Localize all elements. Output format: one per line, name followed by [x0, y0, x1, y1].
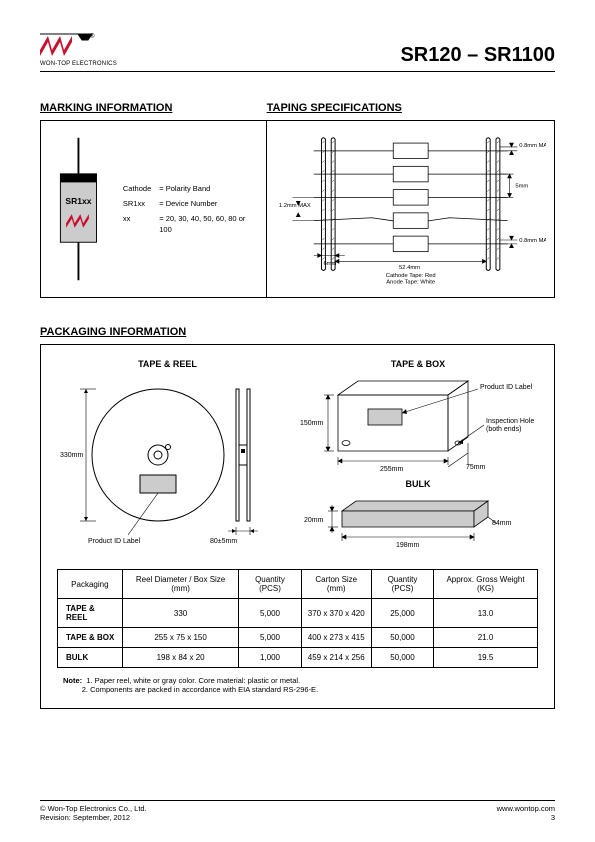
- td: 459 x 214 x 256: [301, 648, 371, 668]
- dim-box-depth: 75mm: [466, 464, 486, 471]
- top-section: MARKING INFORMATION SR1xx Cathode=: [40, 102, 555, 298]
- dim-reel-width: 80±5mm: [210, 538, 237, 545]
- dim-reel-diameter: 330mm: [60, 452, 84, 459]
- table-row: BULK 198 x 84 x 20 1,000 459 x 214 x 256…: [58, 648, 538, 668]
- taping-panel: 0.8mm MAX 5mm 1.2mm MAX: [267, 120, 555, 298]
- legend-val: = 20, 30, 40, 50, 60, 80 or 100: [156, 212, 255, 237]
- packaging-table: Packaging Reel Diameter / Box Size (mm) …: [57, 569, 538, 668]
- td: 50,000: [371, 628, 433, 648]
- td: 1,000: [239, 648, 301, 668]
- note-line-1: 1. Paper reel, white or gray color. Core…: [86, 676, 300, 685]
- th-weight: Approx. Gross Weight (KG): [433, 570, 537, 599]
- box-bulk-block: TAPE & BOX: [298, 359, 538, 555]
- taping-diagram-icon: 0.8mm MAX 5mm 1.2mm MAX: [275, 131, 546, 286]
- legend-key: xx: [120, 212, 154, 237]
- company-name: WON-TOP ELECTRONICS: [40, 61, 117, 67]
- dim-bow: 1.2mm MAX: [278, 203, 310, 209]
- dim-bulk-depth: 84mm: [492, 520, 512, 527]
- dim-bottom-gap: 0.8mm MAX: [519, 238, 546, 244]
- footer-left: © Won-Top Electronics Co., Ltd. Revision…: [40, 804, 147, 822]
- th-qty1: Quantity (PCS): [239, 570, 301, 599]
- dim-pitch: 5mm: [515, 184, 528, 190]
- company-logo-icon: ®: [40, 30, 96, 60]
- dim-bulk-height: 20mm: [304, 517, 324, 524]
- tape-reel-title: TAPE & REEL: [57, 359, 278, 369]
- reg-mark: ®: [90, 33, 95, 40]
- dim-top-gap: 0.8mm MAX: [519, 143, 546, 149]
- revision: Revision: September, 2012: [40, 813, 147, 822]
- bulk-diagram-icon: 20mm 198mm 84mm: [298, 495, 538, 553]
- packaging-section-title: PACKAGING INFORMATION: [40, 326, 555, 338]
- page-number: 3: [497, 813, 555, 822]
- td: 13.0: [433, 599, 537, 628]
- note-line-2: 2. Components are packed in accordance w…: [82, 685, 318, 694]
- legend-key: Cathode: [120, 182, 154, 195]
- legend-key: SR1xx: [120, 197, 154, 210]
- reel-diagram-icon: 330mm Product ID Label 80±5mm: [58, 375, 278, 545]
- td: 19.5: [433, 648, 537, 668]
- dim-bulk-width: 198mm: [396, 542, 420, 549]
- copyright: © Won-Top Electronics Co., Ltd.: [40, 804, 147, 813]
- marking-panel: SR1xx Cathode= Polarity Band SR1xx= Devi…: [40, 120, 267, 298]
- table-row: TAPE & REEL 330 5,000 370 x 370 x 420 25…: [58, 599, 538, 628]
- packaging-note: Note: 1. Paper reel, white or gray color…: [57, 676, 538, 694]
- th-packaging: Packaging: [58, 570, 123, 599]
- td: 370 x 370 x 420: [301, 599, 371, 628]
- box-inspection-label: Inspection Hole(both ends): [486, 418, 534, 433]
- legend-val: = Device Number: [156, 197, 255, 210]
- page-header: ® WON-TOP ELECTRONICS SR120 – SR1100: [40, 30, 555, 72]
- td: TAPE & BOX: [58, 628, 123, 648]
- page-title: SR120 – SR1100: [400, 44, 555, 67]
- tape-box-title: TAPE & BOX: [298, 359, 538, 369]
- dim-box-width: 255mm: [380, 466, 404, 473]
- logo-block: ® WON-TOP ELECTRONICS: [40, 30, 117, 67]
- dim-box-height: 150mm: [300, 420, 324, 427]
- footer-right: www.wontop.com 3: [497, 804, 555, 822]
- tape-note: Cathode Tape: RedAnode Tape: White: [385, 273, 435, 286]
- marking-legend-table: Cathode= Polarity Band SR1xx= Device Num…: [118, 180, 258, 239]
- td: 5,000: [239, 599, 301, 628]
- dim-width: 52.4mm: [399, 265, 420, 271]
- taping-section-title: TAPING SPECIFICATIONS: [267, 102, 555, 114]
- packaging-panel: TAPE & REEL: [40, 344, 555, 709]
- td: BULK: [58, 648, 123, 668]
- td: 255 x 75 x 150: [122, 628, 239, 648]
- td: 21.0: [433, 628, 537, 648]
- td: 198 x 84 x 20: [122, 648, 239, 668]
- bulk-title: BULK: [298, 479, 538, 489]
- reel-id-label: Product ID Label: [88, 538, 141, 545]
- th-carton: Carton Size (mm): [301, 570, 371, 599]
- note-label: Note:: [63, 676, 82, 685]
- dim-lead: 6mm: [323, 261, 336, 267]
- diode-marking-icon: SR1xx: [49, 134, 108, 284]
- td: 5,000: [239, 628, 301, 648]
- marking-section-title: MARKING INFORMATION: [40, 102, 267, 114]
- td: TAPE & REEL: [58, 599, 123, 628]
- legend-val: = Polarity Band: [156, 182, 255, 195]
- td: 25,000: [371, 599, 433, 628]
- table-row: TAPE & BOX 255 x 75 x 150 5,000 400 x 27…: [58, 628, 538, 648]
- tape-reel-block: TAPE & REEL: [57, 359, 278, 555]
- device-marking-text: SR1xx: [65, 196, 91, 206]
- box-diagram-icon: 150mm 255mm 75mm Product: [298, 375, 538, 473]
- website: www.wontop.com: [497, 804, 555, 813]
- td: 330: [122, 599, 239, 628]
- td: 50,000: [371, 648, 433, 668]
- th-qty2: Quantity (PCS): [371, 570, 433, 599]
- th-size: Reel Diameter / Box Size (mm): [122, 570, 239, 599]
- td: 400 x 273 x 415: [301, 628, 371, 648]
- page-footer: © Won-Top Electronics Co., Ltd. Revision…: [40, 800, 555, 822]
- box-id-label: Product ID Label: [480, 384, 533, 391]
- table-header-row: Packaging Reel Diameter / Box Size (mm) …: [58, 570, 538, 599]
- packaging-section: PACKAGING INFORMATION TAPE & REEL: [40, 326, 555, 709]
